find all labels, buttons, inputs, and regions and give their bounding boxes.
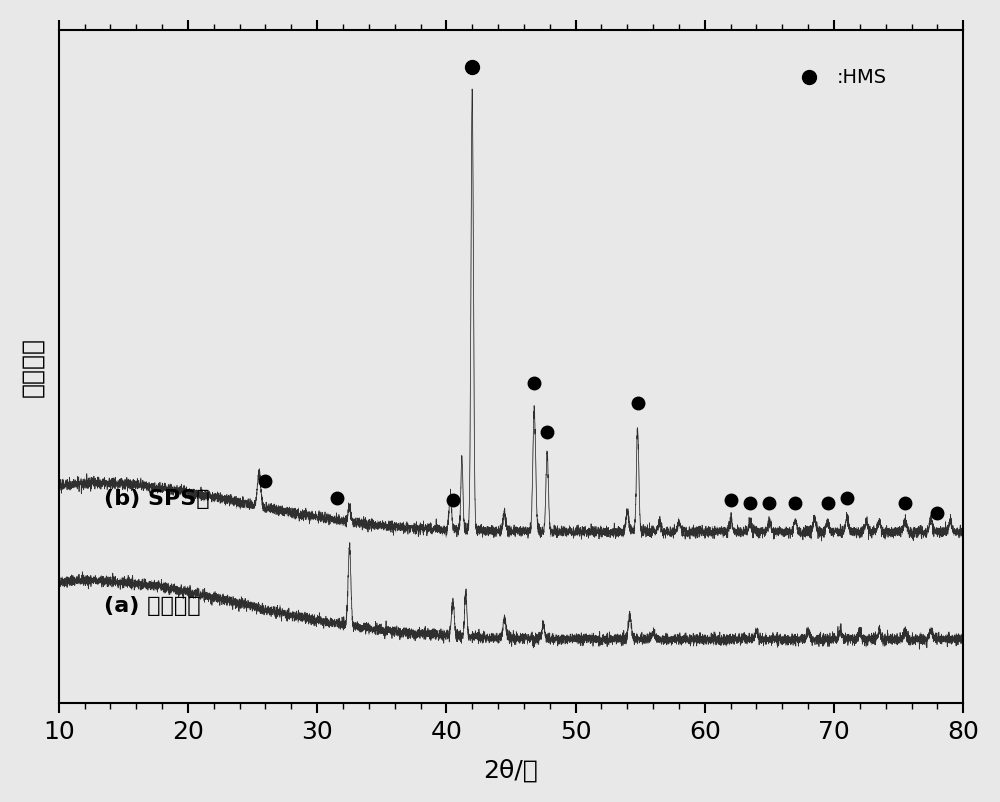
Text: (b) SPS后: (b) SPS后 <box>104 488 210 508</box>
Text: (a) 固相反应: (a) 固相反应 <box>104 595 201 615</box>
Y-axis label: 相对强度: 相对强度 <box>21 337 45 396</box>
Text: :HMS: :HMS <box>837 68 887 87</box>
X-axis label: 2θ/度: 2θ/度 <box>484 757 538 781</box>
